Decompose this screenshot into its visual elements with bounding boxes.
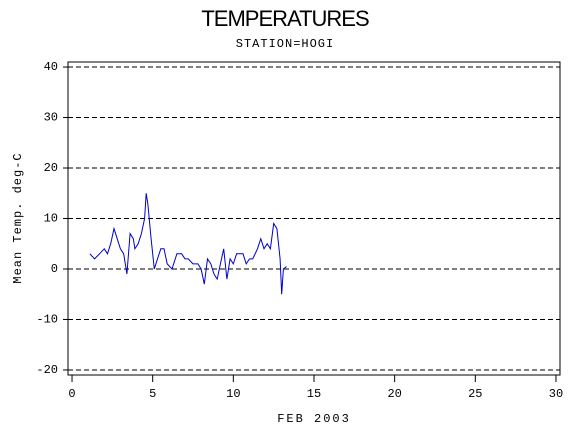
- x-axis-label: FEB 2003: [277, 412, 351, 426]
- x-tick-label: 15: [307, 387, 321, 401]
- y-tick-label: 0: [51, 262, 58, 276]
- x-tick-label: 25: [468, 387, 482, 401]
- x-tick-label: 10: [226, 387, 240, 401]
- y-tick-label: -10: [36, 313, 58, 327]
- y-tick-label: 40: [44, 60, 58, 74]
- chart-title: TEMPERATURES: [201, 6, 369, 31]
- x-tick-label: 30: [549, 387, 563, 401]
- y-axis-label: Mean Temp. deg-C: [11, 152, 25, 283]
- data-line: [89, 193, 287, 295]
- y-tick-label: -20: [36, 363, 58, 377]
- x-tick-label: 20: [387, 387, 401, 401]
- chart-subtitle: STATION=HOGI: [236, 37, 334, 51]
- x-tick-label: 0: [68, 387, 75, 401]
- y-tick-label: 10: [44, 212, 58, 226]
- y-tick-label: 30: [44, 111, 58, 125]
- y-tick-label: 20: [44, 161, 58, 175]
- x-tick-label: 5: [149, 387, 156, 401]
